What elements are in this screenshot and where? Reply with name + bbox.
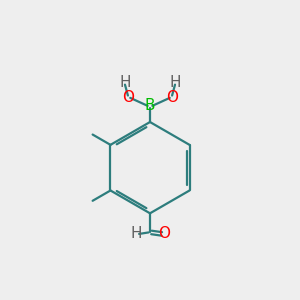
Text: H: H <box>169 75 181 90</box>
Text: H: H <box>119 75 131 90</box>
Text: H: H <box>131 226 142 242</box>
Text: O: O <box>122 90 134 105</box>
Text: O: O <box>158 226 170 242</box>
Text: O: O <box>166 90 178 105</box>
Text: B: B <box>145 98 155 113</box>
